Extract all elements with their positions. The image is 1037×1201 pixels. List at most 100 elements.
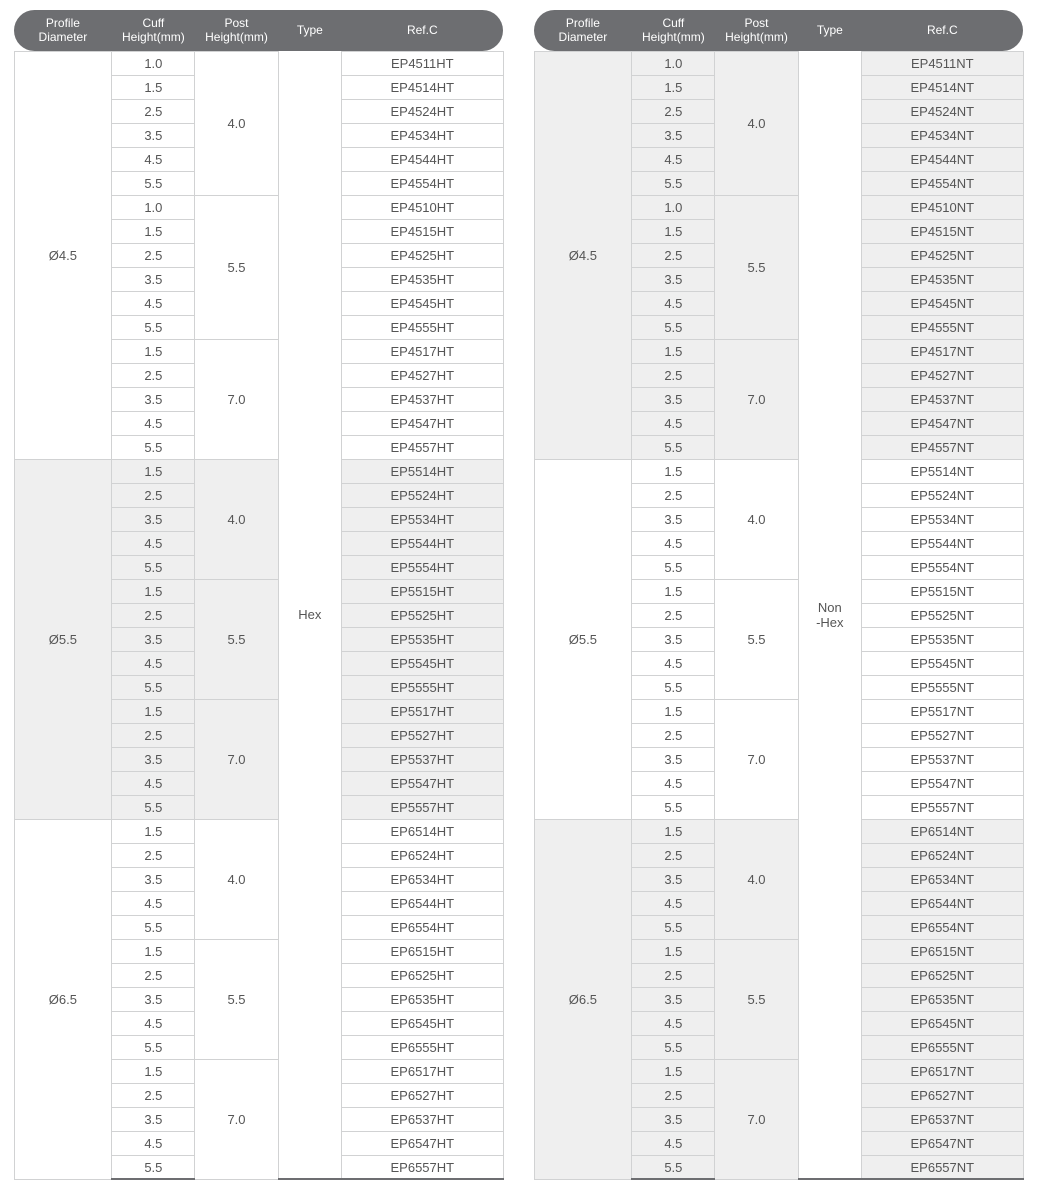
cuff-cell: 1.5: [112, 579, 195, 603]
ref-cell: EP4525NT: [862, 243, 1023, 267]
cuff-cell: 3.5: [632, 507, 715, 531]
cuff-cell: 5.5: [112, 315, 195, 339]
cuff-cell: 4.5: [112, 291, 195, 315]
ref-cell: EP6537NT: [862, 1107, 1023, 1131]
cuff-cell: 5.5: [632, 795, 715, 819]
post-cell: 4.0: [195, 51, 278, 195]
ref-cell: EP6525HT: [342, 963, 503, 987]
cuff-cell: 5.5: [632, 555, 715, 579]
cuff-cell: 1.5: [632, 1059, 715, 1083]
cuff-cell: 1.5: [112, 75, 195, 99]
post-cell: 7.0: [715, 699, 798, 819]
cuff-cell: 1.0: [112, 51, 195, 75]
ref-cell: EP4524HT: [342, 99, 503, 123]
cuff-cell: 2.5: [632, 363, 715, 387]
ref-cell: EP5514HT: [342, 459, 503, 483]
ref-cell: EP5515HT: [342, 579, 503, 603]
cuff-cell: 1.0: [632, 51, 715, 75]
post-cell: 5.5: [195, 939, 278, 1059]
tables-container: ProfileDiameter CuffHeight(mm) PostHeigh…: [10, 10, 1027, 1180]
table-row: Ø5.51.54.0EP5514HT: [14, 459, 503, 483]
ref-cell: EP5535HT: [342, 627, 503, 651]
post-cell: 5.5: [715, 579, 798, 699]
ref-cell: EP6545NT: [862, 1011, 1023, 1035]
cuff-cell: 2.5: [632, 603, 715, 627]
ref-cell: EP5525NT: [862, 603, 1023, 627]
ref-cell: EP5537HT: [342, 747, 503, 771]
ref-cell: EP6524HT: [342, 843, 503, 867]
ref-cell: EP5534HT: [342, 507, 503, 531]
cuff-cell: 2.5: [112, 363, 195, 387]
ref-cell: EP4511NT: [862, 51, 1023, 75]
cuff-cell: 4.5: [632, 147, 715, 171]
ref-cell: EP4557NT: [862, 435, 1023, 459]
post-cell: 5.5: [715, 195, 798, 339]
ref-cell: EP4527HT: [342, 363, 503, 387]
ref-cell: EP4557HT: [342, 435, 503, 459]
cuff-cell: 3.5: [632, 123, 715, 147]
ref-cell: EP4510NT: [862, 195, 1023, 219]
cuff-cell: 3.5: [112, 123, 195, 147]
post-cell: 7.0: [195, 1059, 278, 1179]
ref-cell: EP5524NT: [862, 483, 1023, 507]
cuff-cell: 2.5: [112, 483, 195, 507]
ref-cell: EP4554HT: [342, 171, 503, 195]
cuff-cell: 2.5: [112, 99, 195, 123]
cuff-cell: 4.5: [632, 891, 715, 915]
cuff-cell: 3.5: [112, 627, 195, 651]
cuff-cell: 4.5: [112, 1131, 195, 1155]
post-cell: 5.5: [195, 579, 278, 699]
cuff-cell: 5.5: [112, 1155, 195, 1179]
header-post: PostHeight(mm): [195, 10, 278, 51]
ref-cell: EP5515NT: [862, 579, 1023, 603]
cuff-cell: 5.5: [632, 915, 715, 939]
profile-cell: Ø4.5: [534, 51, 632, 459]
post-cell: 4.0: [715, 51, 798, 195]
ref-cell: EP4527NT: [862, 363, 1023, 387]
ref-cell: EP4545HT: [342, 291, 503, 315]
ref-cell: EP5534NT: [862, 507, 1023, 531]
cuff-cell: 4.5: [632, 411, 715, 435]
cuff-cell: 3.5: [112, 507, 195, 531]
cuff-cell: 1.5: [632, 219, 715, 243]
ref-cell: EP5557NT: [862, 795, 1023, 819]
header-row: ProfileDiameter CuffHeight(mm) PostHeigh…: [534, 10, 1023, 51]
ref-cell: EP4517HT: [342, 339, 503, 363]
ref-cell: EP4545NT: [862, 291, 1023, 315]
header-profile: ProfileDiameter: [534, 10, 632, 51]
table-row: Ø4.51.04.0HexEP4511HT: [14, 51, 503, 75]
cuff-cell: 3.5: [112, 867, 195, 891]
cuff-cell: 5.5: [632, 675, 715, 699]
post-cell: 5.5: [195, 195, 278, 339]
cuff-cell: 2.5: [112, 843, 195, 867]
profile-cell: Ø6.5: [14, 819, 112, 1179]
cuff-cell: 4.5: [632, 531, 715, 555]
cuff-cell: 1.5: [112, 1059, 195, 1083]
spec-table: ProfileDiameter CuffHeight(mm) PostHeigh…: [534, 10, 1024, 1180]
cuff-cell: 5.5: [112, 675, 195, 699]
cuff-cell: 3.5: [112, 1107, 195, 1131]
table-row: Ø6.51.54.0EP6514HT: [14, 819, 503, 843]
cuff-cell: 5.5: [632, 315, 715, 339]
ref-cell: EP4537HT: [342, 387, 503, 411]
ref-cell: EP4514HT: [342, 75, 503, 99]
cuff-cell: 4.5: [112, 411, 195, 435]
ref-cell: EP5514NT: [862, 459, 1023, 483]
ref-cell: EP4547HT: [342, 411, 503, 435]
cuff-cell: 5.5: [112, 1035, 195, 1059]
ref-cell: EP5544HT: [342, 531, 503, 555]
type-cell: Non-Hex: [798, 51, 862, 1179]
table-row: Ø5.51.54.0EP5514NT: [534, 459, 1023, 483]
cuff-cell: 5.5: [112, 795, 195, 819]
cuff-cell: 5.5: [632, 435, 715, 459]
ref-cell: EP5535NT: [862, 627, 1023, 651]
cuff-cell: 2.5: [632, 99, 715, 123]
cuff-cell: 4.5: [632, 291, 715, 315]
ref-cell: EP6535HT: [342, 987, 503, 1011]
ref-cell: EP6544HT: [342, 891, 503, 915]
header-ref: Ref.C: [862, 10, 1023, 51]
cuff-cell: 5.5: [112, 435, 195, 459]
post-cell: 5.5: [715, 939, 798, 1059]
profile-cell: Ø6.5: [534, 819, 632, 1179]
header-cuff: CuffHeight(mm): [632, 10, 715, 51]
